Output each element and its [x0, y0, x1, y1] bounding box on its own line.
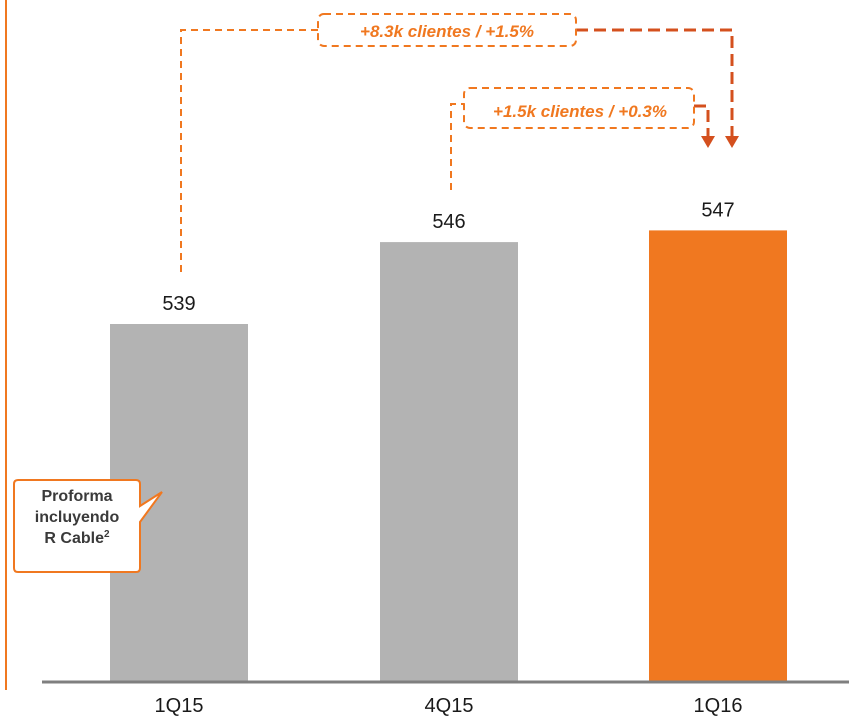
- value-label-1Q16: 547: [701, 199, 734, 221]
- annotation-1-connector-left: [180, 29, 318, 272]
- annotation-1-connector-right: [576, 28, 734, 138]
- bar-4Q15: [380, 242, 518, 682]
- callout-bubble: [13, 479, 163, 573]
- callout-line-2: incluyendo: [34, 509, 120, 526]
- annotation-2-connector-right: [694, 104, 710, 138]
- value-label-1Q15: 539: [162, 293, 195, 315]
- annotation-1-arrowhead: [725, 136, 739, 148]
- annotation-2-arrowhead: [701, 136, 715, 148]
- category-label-4Q15: 4Q15: [425, 695, 474, 717]
- annotation-2-box: [463, 87, 695, 129]
- callout-line-3: R Cable: [44, 530, 104, 547]
- category-label-1Q15: 1Q15: [155, 695, 204, 717]
- callout-superscript: 2: [104, 529, 110, 540]
- value-label-4Q15: 546: [432, 211, 465, 233]
- left-border-line: [5, 0, 7, 690]
- annotation-1-label: +8.3k clientes / +1.5%: [360, 22, 534, 41]
- annotation-2-label: +1.5k clientes / +0.3%: [493, 102, 667, 121]
- proforma-callout: Proforma incluyendo R Cable2: [10, 478, 163, 574]
- category-label-1Q16: 1Q16: [694, 695, 743, 717]
- annotation-2-connector-left: [450, 103, 464, 190]
- callout-line-1: Proforma: [41, 488, 113, 505]
- bar-1Q16: [649, 230, 787, 682]
- annotation-1-box: [317, 13, 577, 47]
